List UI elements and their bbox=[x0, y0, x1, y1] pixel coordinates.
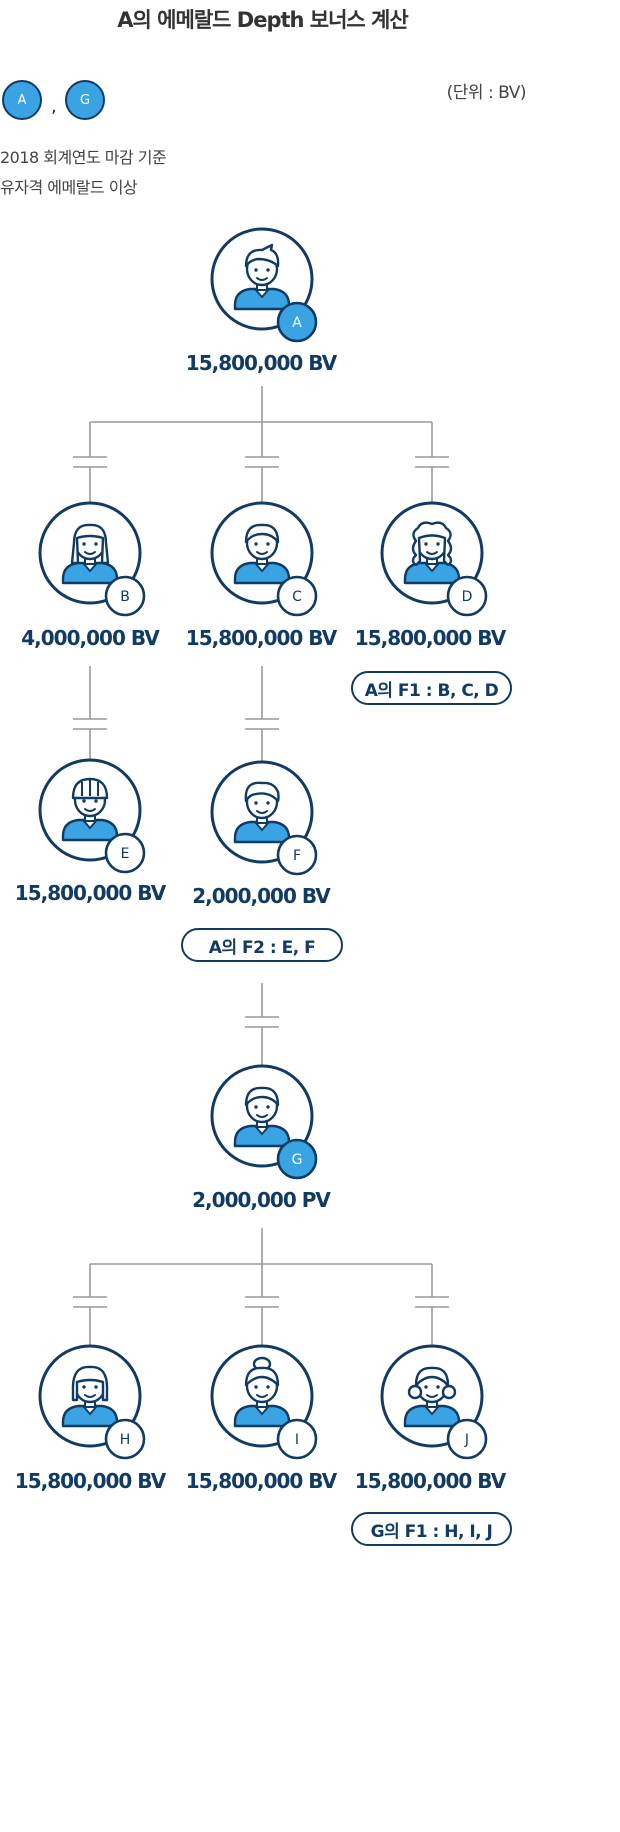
member-node-e: E bbox=[38, 758, 146, 874]
break-mark-g-0 bbox=[73, 1296, 107, 1308]
member-badge bbox=[104, 1418, 146, 1460]
member-badge-label: D bbox=[462, 589, 473, 605]
criteria-line-2: 유자격 에메랄드 이상 bbox=[0, 178, 138, 197]
page-title: A의 에메랄드 Depth 보너스 계산 bbox=[117, 8, 408, 32]
member-node-a: A bbox=[210, 227, 318, 343]
person-icon bbox=[403, 521, 461, 585]
member-nodes: A B C D E F G H I J bbox=[38, 227, 488, 1460]
member-node-b: B bbox=[38, 501, 146, 617]
member-badge-label: H bbox=[120, 1432, 131, 1448]
break-mark-a-2 bbox=[415, 456, 449, 468]
person-icon bbox=[61, 1365, 119, 1428]
criteria-line-1: 2018 회계연도 마감 기준 bbox=[0, 148, 167, 167]
qualified-badge-a: A bbox=[2, 80, 42, 120]
member-node-g: G bbox=[210, 1064, 318, 1180]
value-c: 15,800,000 BV bbox=[185, 626, 337, 650]
member-badge bbox=[276, 1418, 318, 1460]
person-icon bbox=[233, 243, 291, 311]
member-badge bbox=[446, 575, 488, 617]
break-mark-g-1 bbox=[245, 1296, 279, 1308]
person-icon bbox=[233, 523, 291, 585]
member-node-h: H bbox=[38, 1344, 146, 1460]
member-badge-label: I bbox=[295, 1432, 299, 1448]
value-j: 15,800,000 BV bbox=[354, 1469, 506, 1493]
member-badge-label: G bbox=[292, 1152, 303, 1168]
member-badge bbox=[276, 575, 318, 617]
value-a: 15,800,000 BV bbox=[185, 351, 337, 375]
break-mark-g-2 bbox=[415, 1296, 449, 1308]
qualified-separator: , bbox=[51, 96, 57, 117]
unit-label: (단위 : BV) bbox=[446, 83, 527, 103]
value-e: 15,800,000 BV bbox=[14, 881, 166, 905]
value-f: 2,000,000 BV bbox=[192, 884, 330, 908]
member-badge bbox=[446, 1418, 488, 1460]
member-badge-label: E bbox=[121, 846, 130, 862]
break-mark-a-1 bbox=[245, 456, 279, 468]
person-icon bbox=[403, 1366, 461, 1428]
person-icon bbox=[233, 1356, 291, 1428]
value-g: 2,000,000 PV bbox=[192, 1188, 331, 1212]
member-badge bbox=[276, 834, 318, 876]
member-node-f: F bbox=[210, 760, 318, 876]
break-mark-a-0 bbox=[73, 456, 107, 468]
value-d: 15,800,000 BV bbox=[354, 626, 506, 650]
pill-g-f1: G의 F1 : H, I, J bbox=[351, 1512, 512, 1546]
member-badge bbox=[276, 1138, 318, 1180]
pill-a-f2: A의 F2 : E, F bbox=[181, 928, 343, 962]
member-badge-label: B bbox=[120, 589, 130, 605]
value-h: 15,800,000 BV bbox=[14, 1469, 166, 1493]
member-node-j: J bbox=[380, 1344, 488, 1460]
member-badge-label: C bbox=[292, 589, 302, 605]
member-badge-label: F bbox=[293, 848, 301, 864]
break-mark-b-e bbox=[73, 718, 107, 730]
person-icon bbox=[233, 781, 291, 844]
person-icon bbox=[61, 523, 119, 585]
member-badge bbox=[104, 575, 146, 617]
break-mark-c-f bbox=[245, 718, 279, 730]
pill-a-f1: A의 F1 : B, C, D bbox=[351, 671, 512, 705]
connectors bbox=[73, 386, 449, 1346]
member-badge bbox=[104, 832, 146, 874]
member-badge-label: A bbox=[292, 315, 302, 331]
value-i: 15,800,000 BV bbox=[185, 1469, 337, 1493]
member-node-c: C bbox=[210, 501, 318, 617]
person-icon bbox=[233, 1086, 291, 1148]
member-badge bbox=[276, 301, 318, 343]
member-node-i: I bbox=[210, 1344, 318, 1460]
qualified-badge-g: G bbox=[65, 80, 105, 120]
member-node-d: D bbox=[380, 501, 488, 617]
value-b: 4,000,000 BV bbox=[21, 626, 159, 650]
break-mark-f-g bbox=[245, 1016, 279, 1028]
member-badge-label: J bbox=[464, 1432, 469, 1448]
